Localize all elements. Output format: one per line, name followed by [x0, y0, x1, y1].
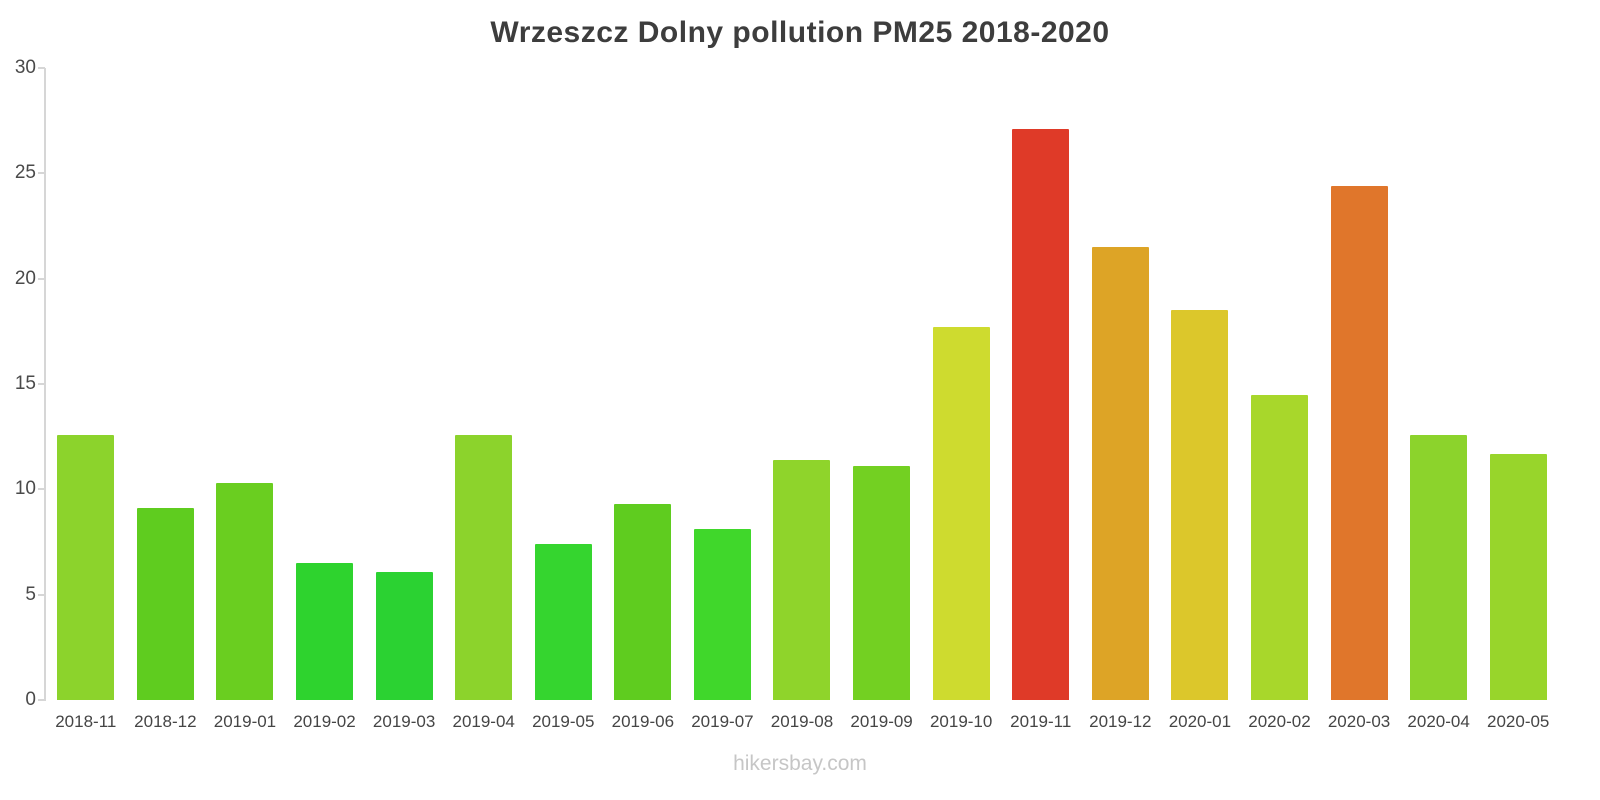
y-axis-tick — [38, 699, 45, 701]
bar[interactable] — [534, 544, 592, 700]
bar-slot — [46, 68, 126, 700]
x-axis-label: 2020-05 — [1487, 712, 1550, 731]
x-axis-label: 2019-03 — [372, 712, 436, 731]
y-axis-label: 0 — [25, 689, 36, 710]
bar[interactable] — [136, 508, 194, 700]
x-axis-label: 2019-05 — [532, 712, 595, 731]
x-axis-label: 2019-04 — [452, 712, 515, 731]
x-axis-labels: 2018-11 2018-12 2019-01 2019-02 2019-03 2019-… — [46, 712, 1558, 738]
bar[interactable] — [853, 466, 911, 700]
bar[interactable] — [1489, 453, 1547, 700]
bar-slot — [1160, 68, 1240, 700]
bar-slot — [444, 68, 524, 700]
x-axis-label: 2020-04 — [1407, 712, 1470, 731]
bar-slot — [1001, 68, 1081, 700]
y-axis-label: 10 — [14, 478, 36, 500]
bar[interactable] — [773, 459, 831, 700]
y-axis-label: 30 — [14, 57, 36, 78]
bar-slot — [285, 68, 365, 700]
y-axis-label: 20 — [14, 267, 36, 289]
x-axis-label: 2019-09 — [850, 712, 913, 731]
bar[interactable] — [1330, 185, 1388, 700]
x-axis-label: 2019-06 — [611, 712, 675, 731]
x-axis-label: 2018-12 — [134, 712, 197, 731]
bar-slot — [603, 68, 683, 700]
x-axis-label: 2019-08 — [770, 712, 834, 731]
x-axis-label: 2019-07 — [691, 712, 754, 731]
bar[interactable] — [1171, 310, 1229, 700]
bar[interactable] — [1410, 434, 1468, 700]
x-axis-label: 2019-12 — [1089, 712, 1152, 731]
bar[interactable] — [1012, 129, 1070, 700]
bar[interactable] — [1091, 247, 1149, 700]
y-axis-tick — [38, 383, 45, 385]
y-axis-tick — [38, 593, 45, 596]
bar-slot — [523, 68, 603, 700]
bar[interactable] — [296, 563, 354, 700]
x-axis-label: 2018-11 — [55, 712, 117, 731]
bar-slot — [1478, 68, 1558, 700]
bar-slot — [762, 68, 842, 700]
y-axis-label: 15 — [14, 373, 36, 394]
y-axis-tick — [38, 488, 45, 491]
bar[interactable] — [375, 571, 433, 700]
bar[interactable] — [57, 434, 115, 700]
bar-slot — [205, 68, 285, 700]
bar[interactable] — [614, 504, 672, 700]
x-axis-label: 2019-10 — [929, 712, 993, 731]
bar-slot — [126, 68, 206, 700]
plot-area — [46, 68, 1558, 700]
bar-slot — [1081, 68, 1161, 700]
y-axis-line — [44, 68, 46, 701]
y-axis-tick — [38, 67, 45, 69]
bar-slot — [364, 68, 444, 700]
bar[interactable] — [1250, 394, 1308, 700]
bar[interactable] — [455, 434, 513, 700]
bar-slot — [1240, 68, 1320, 700]
bar-slot — [921, 68, 1001, 700]
bar[interactable] — [216, 483, 274, 700]
bar-slot — [842, 68, 922, 700]
y-axis-tick — [38, 277, 45, 280]
bar[interactable] — [932, 327, 990, 700]
watermark-text: hikersbay.com — [733, 752, 867, 775]
x-axis-label: 2020-01 — [1168, 712, 1232, 731]
y-axis-label: 5 — [25, 583, 36, 605]
y-axis-tick — [38, 172, 45, 175]
x-axis-label: 2019-11 — [1010, 712, 1072, 731]
x-axis-label: 2020-03 — [1327, 712, 1391, 731]
bar-slot — [683, 68, 763, 700]
bar[interactable] — [693, 529, 751, 700]
x-axis-label: 2019-02 — [293, 712, 356, 731]
bar-slot — [1399, 68, 1479, 700]
x-axis-label: 2019-01 — [213, 712, 277, 731]
chart-title: Wrzeszcz Dolny pollution PM25 2018-2020 — [490, 16, 1110, 49]
bar-slot — [1319, 68, 1399, 700]
x-axis-label: 2020-02 — [1248, 712, 1311, 731]
y-axis-label: 25 — [14, 162, 36, 184]
